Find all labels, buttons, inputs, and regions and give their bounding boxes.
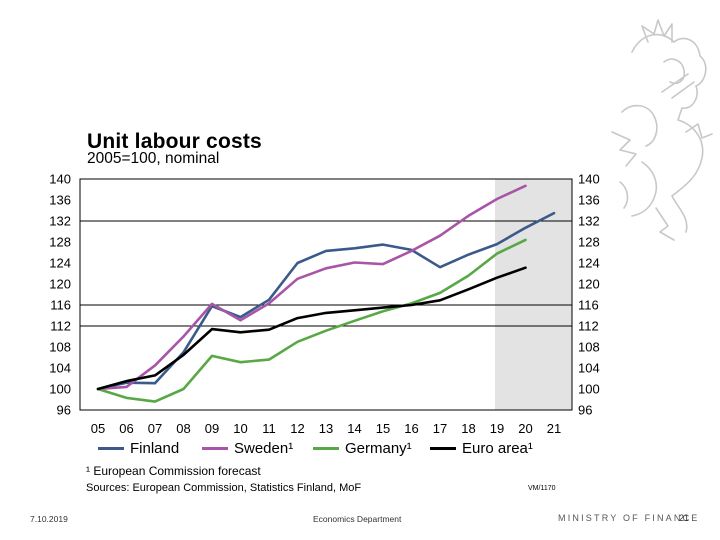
y-tick-label-left: 108 — [49, 340, 71, 355]
x-tick-label: 11 — [262, 421, 276, 436]
y-tick-label-left: 116 — [50, 298, 71, 313]
y-tick-label-left: 136 — [49, 193, 71, 208]
legend-swatch-germany — [313, 446, 339, 450]
x-tick-label: 09 — [205, 421, 219, 436]
x-tick-label: 19 — [490, 421, 504, 436]
y-tick-label-left: 96 — [57, 403, 71, 418]
legend-label-euro-area: Euro area¹ — [462, 440, 533, 457]
x-tick-label: 05 — [91, 421, 105, 436]
series-line-finland — [96, 211, 556, 391]
chart-title: Unit labour costs — [87, 130, 262, 153]
legend-item-germany: Germany¹ — [313, 440, 412, 457]
legend-item-finland: Finland — [98, 440, 179, 457]
y-tick-label-right: 120 — [578, 277, 600, 292]
y-tick-label-left: 100 — [49, 382, 71, 397]
forecast-shading — [495, 179, 572, 410]
y-tick-label-right: 116 — [578, 298, 599, 313]
y-tick-label-left: 128 — [49, 235, 71, 250]
chart-subtitle: 2005=100, nominal — [87, 150, 220, 167]
y-tick-label-left: 112 — [50, 319, 71, 334]
x-tick-label: 07 — [148, 421, 162, 436]
footer-ministry-logo: MINISTRY OF FINANCE — [558, 513, 700, 523]
plot-frame — [79, 178, 573, 411]
y-tick-label-right: 108 — [578, 340, 600, 355]
legend-swatch-euro-area — [430, 446, 456, 450]
legend-label-germany: Germany¹ — [345, 440, 412, 457]
series-line-euro-area — [96, 266, 527, 391]
x-tick-label: 08 — [176, 421, 190, 436]
sources-note: Sources: European Commission, Statistics… — [86, 482, 362, 494]
x-tick-label: 06 — [119, 421, 133, 436]
legend-swatch-finland — [98, 446, 124, 450]
x-tick-label: 18 — [461, 421, 475, 436]
y-tick-label-right: 132 — [578, 214, 600, 229]
y-tick-label-right: 128 — [578, 235, 600, 250]
y-tick-label-right: 100 — [578, 382, 600, 397]
series-line-germany — [96, 238, 527, 403]
series-line-sweden — [96, 184, 527, 391]
y-tick-label-left: 132 — [49, 214, 71, 229]
y-tick-label-right: 136 — [578, 193, 600, 208]
x-tick-label: 15 — [376, 421, 390, 436]
x-tick-label: 10 — [233, 421, 247, 436]
page-number: 21 — [679, 513, 690, 523]
footer-department: Economics Department — [313, 514, 402, 524]
forecast-footnote: ¹ European Commission forecast — [86, 464, 261, 478]
x-tick-label: 20 — [518, 421, 532, 436]
x-tick-label: 16 — [404, 421, 418, 436]
x-tick-label: 12 — [290, 421, 304, 436]
x-tick-label: 14 — [347, 421, 361, 436]
x-tick-label: 21 — [547, 421, 561, 436]
y-tick-label-left: 104 — [49, 361, 71, 376]
legend-label-sweden: Sweden¹ — [234, 440, 294, 457]
legend-swatch-sweden — [202, 446, 228, 450]
legend-label-finland: Finland — [130, 440, 180, 457]
x-tick-label: 17 — [433, 421, 447, 436]
footer-date: 7.10.2019 — [30, 514, 68, 524]
y-tick-label-left: 120 — [49, 277, 71, 292]
legend-item-sweden: Sweden¹ — [202, 440, 293, 457]
y-tick-label-right: 112 — [578, 319, 599, 334]
y-tick-label-right: 124 — [578, 256, 600, 271]
y-tick-label-right: 140 — [578, 172, 600, 187]
y-tick-label-left: 124 — [49, 256, 71, 271]
x-tick-label: 13 — [319, 421, 333, 436]
y-tick-label-right: 96 — [578, 403, 592, 418]
legend-item-euro-area: Euro area¹ — [430, 440, 533, 457]
lion-crest-icon — [611, 19, 713, 241]
chart-code: VM/1170 — [528, 485, 556, 492]
y-tick-label-left: 140 — [49, 172, 71, 187]
y-tick-label-right: 104 — [578, 361, 600, 376]
